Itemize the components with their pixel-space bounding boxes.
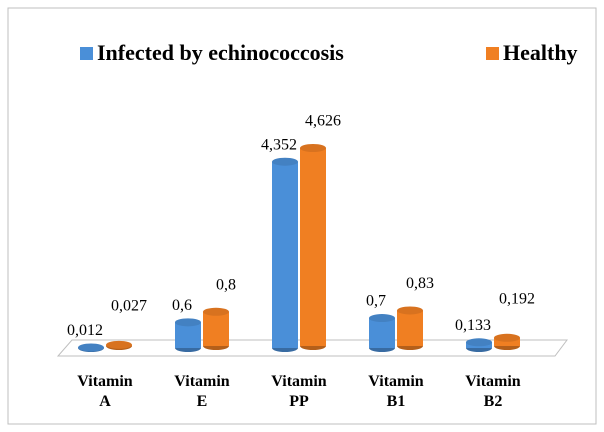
bar-top bbox=[397, 306, 423, 315]
x-tick-label: Vitamin B2 bbox=[465, 373, 521, 410]
bar-top bbox=[300, 144, 326, 152]
value-label: 0,192 bbox=[499, 290, 535, 307]
value-label: 0,027 bbox=[111, 298, 147, 315]
bar-body bbox=[272, 161, 298, 348]
bar bbox=[78, 343, 104, 352]
bar bbox=[397, 306, 423, 350]
value-label: 4,352 bbox=[261, 136, 297, 153]
legend-label: Infected by echinococcosis bbox=[97, 40, 344, 65]
bar-top bbox=[272, 157, 298, 166]
x-tick-label: Vitamin A bbox=[77, 373, 133, 410]
bar bbox=[369, 314, 395, 352]
value-label: 0,83 bbox=[406, 275, 434, 292]
bar bbox=[300, 144, 326, 350]
x-tick-label: Vitamin E bbox=[174, 373, 230, 410]
bar-body bbox=[369, 318, 395, 348]
value-label: 4,626 bbox=[305, 113, 341, 130]
bar bbox=[203, 307, 229, 350]
legend-swatch bbox=[486, 47, 499, 60]
bar bbox=[272, 157, 298, 352]
value-label: 0,8 bbox=[216, 276, 236, 293]
bar-body bbox=[300, 148, 326, 346]
bar-body bbox=[175, 322, 201, 348]
bar bbox=[175, 318, 201, 352]
bar-top bbox=[466, 338, 492, 347]
legend-label: Healthy bbox=[503, 40, 578, 65]
bar bbox=[494, 333, 520, 350]
bar-top bbox=[369, 314, 395, 323]
bar-body bbox=[203, 311, 229, 346]
x-tick-label: Vitamin B1 bbox=[368, 373, 424, 410]
bar-top bbox=[175, 318, 201, 327]
bar-top bbox=[78, 343, 104, 352]
legend-swatch bbox=[80, 47, 93, 60]
bar bbox=[466, 338, 492, 352]
bar-top bbox=[494, 333, 520, 342]
x-tick-label: Vitamin PP bbox=[271, 373, 327, 410]
bar-body bbox=[494, 337, 520, 346]
bar-top bbox=[203, 307, 229, 316]
bar-top bbox=[106, 340, 132, 349]
bar bbox=[106, 340, 132, 350]
value-label: 0,6 bbox=[172, 297, 192, 314]
bar-body bbox=[397, 310, 423, 346]
value-label: 0,012 bbox=[67, 322, 103, 339]
value-label: 0,7 bbox=[366, 293, 386, 310]
value-label: 0,133 bbox=[455, 317, 491, 334]
